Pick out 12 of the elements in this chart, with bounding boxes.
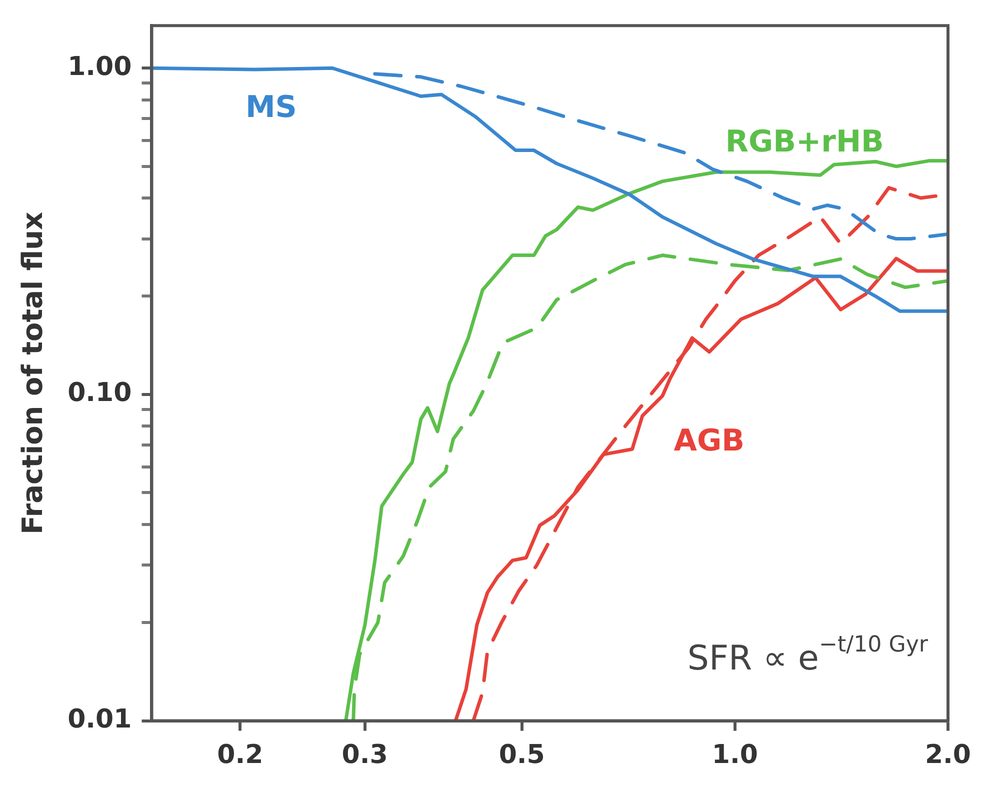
series-label: MS bbox=[245, 90, 297, 125]
series-label: RGB+rHB bbox=[725, 124, 884, 160]
x-tick-label: 1.0 bbox=[712, 740, 758, 770]
series-label: AGB bbox=[674, 424, 744, 459]
x-tick-label: 0.3 bbox=[342, 740, 388, 770]
y-tick-label: 0.10 bbox=[68, 378, 132, 408]
y-axis-title: Fraction of total flux bbox=[16, 212, 50, 535]
x-tick-label: 0.5 bbox=[498, 740, 545, 770]
x-tick-label: 0.2 bbox=[217, 740, 264, 770]
y-tick-label: 1.00 bbox=[68, 52, 132, 82]
y-tick-label: 0.01 bbox=[68, 704, 132, 735]
x-tick-label: 2.0 bbox=[924, 740, 972, 770]
